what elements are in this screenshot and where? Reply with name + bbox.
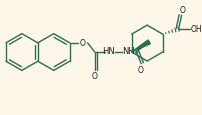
Text: OH: OH xyxy=(190,24,201,33)
Text: O: O xyxy=(179,6,185,15)
Text: O: O xyxy=(79,39,85,48)
Text: O: O xyxy=(91,72,97,80)
Text: HN: HN xyxy=(102,47,114,56)
Polygon shape xyxy=(131,41,150,53)
Text: O: O xyxy=(137,66,142,75)
Text: NH: NH xyxy=(121,47,134,56)
